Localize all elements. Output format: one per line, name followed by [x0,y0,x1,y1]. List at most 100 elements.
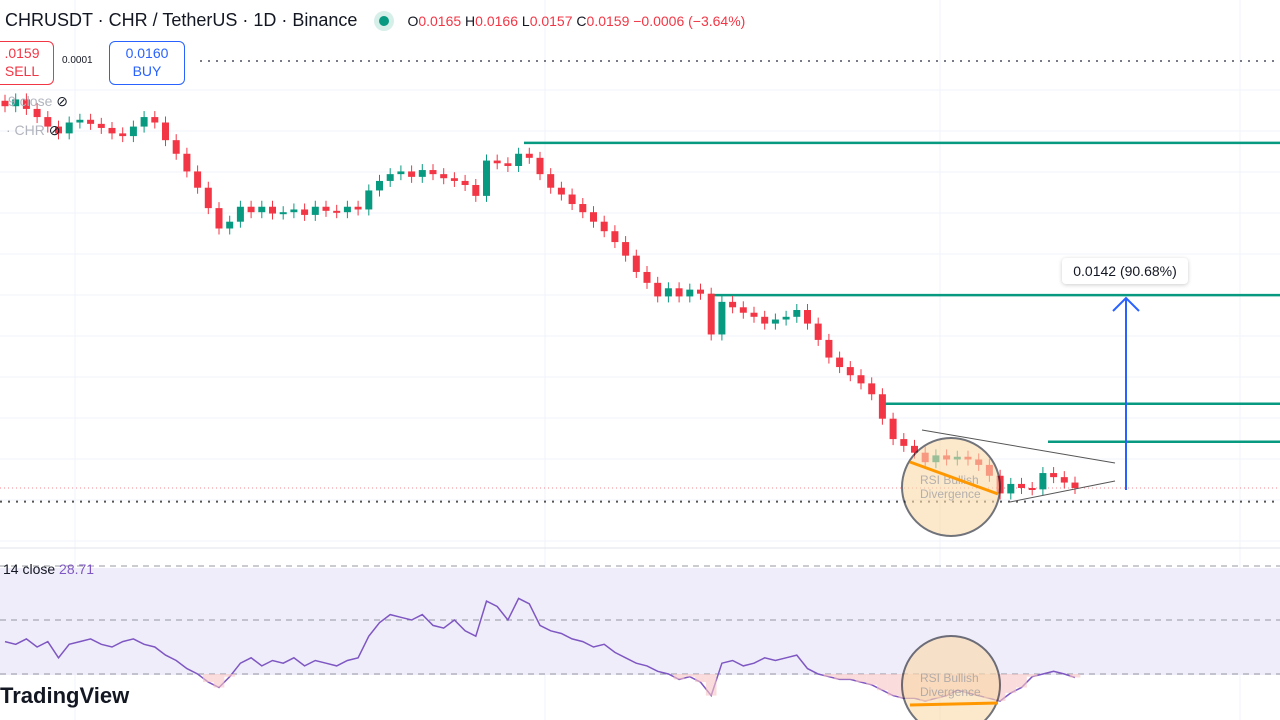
candle [418,170,426,177]
candle [194,171,202,188]
candle [686,289,694,297]
candle [718,301,726,335]
candle [1028,488,1036,490]
candle [1060,477,1068,483]
candle [258,206,266,213]
candle [504,163,512,166]
candle [675,288,683,297]
candle [793,310,801,317]
candle [846,367,854,376]
candle [215,208,223,229]
candle [183,153,191,172]
candle [900,439,908,446]
candle [579,204,587,213]
candle [140,117,148,127]
rsi-band [0,568,1280,675]
candle [461,180,469,186]
annotation-text: Divergence [920,685,981,699]
candle [472,185,480,196]
candle [654,282,662,297]
divergence-circle [901,437,1001,537]
candle [22,99,30,109]
candle [536,157,544,175]
candle [1007,483,1015,494]
candle [483,160,490,196]
candle [1018,483,1025,488]
candle [1039,473,1047,490]
candle [1071,482,1079,488]
candle [354,206,362,210]
candle [525,153,533,158]
indicator-legend-2[interactable]: · CHR ⊘ [6,122,61,138]
candle [322,206,330,211]
candle [814,323,822,340]
candle [729,301,737,308]
buy-button[interactable]: 0.0160 BUY [109,41,185,85]
candle [365,190,373,210]
candle [55,126,62,134]
sell-button[interactable]: .0159 SELL [0,41,54,85]
divergence-price-line [909,460,999,496]
arrow-head-icon [1112,296,1140,312]
candle [600,221,608,232]
candle [664,288,672,297]
candle [911,445,918,453]
candle [33,108,41,118]
candle [408,171,416,177]
triangle-upper-line [921,429,1116,464]
candle [857,375,865,384]
eye-off-icon[interactable]: ⊘ [56,93,68,109]
candle [557,187,565,195]
eye-off-icon[interactable]: ⊘ [48,122,61,138]
candle [750,312,758,317]
indicator-legend-1[interactable]: 9 close ⊘ [8,93,68,109]
candle [343,206,351,213]
candle [450,178,458,181]
annotation-text: RSI Bullish [920,473,979,487]
candle [771,319,779,324]
annotation-text: Divergence [920,487,981,501]
candle [889,418,897,440]
divergence-rsi-line [909,701,999,707]
candle [87,119,95,124]
rsi-line [4,597,1076,702]
candle [386,174,394,181]
candle [76,119,84,123]
candle [429,170,437,175]
candle [1050,473,1058,478]
symbol-title[interactable]: CHRUSDT · CHR / TetherUS · 1D · Binance [5,10,358,30]
candle [761,316,769,324]
candle [643,271,651,283]
candle [825,339,833,358]
candle [878,394,886,419]
candle [590,212,597,222]
candle [172,140,180,154]
candle [162,122,169,141]
triangle-lower-line [1009,480,1116,503]
symbol-header: CHRUSDT · CHR / TetherUS · 1D · Binance … [5,10,745,31]
rsi-legend[interactable]: 14 close 28.71 [3,561,95,577]
annotation-text: RSI Bullish [920,671,979,685]
spread-value: 0.0001 [62,55,93,66]
candle [65,122,73,134]
candle [204,187,212,209]
candle [697,289,704,294]
candle [376,180,383,191]
candle [44,117,52,127]
candle [236,206,244,222]
candle [129,126,137,137]
candle [279,212,287,215]
candle [290,209,298,213]
candle [333,210,341,213]
candle [108,127,116,134]
candle [611,231,619,243]
divergence-circle [901,635,1001,720]
candle [269,206,276,214]
candle [836,357,844,368]
candle [301,209,309,215]
candle [12,99,20,107]
candle [493,160,501,164]
candle [119,133,127,137]
